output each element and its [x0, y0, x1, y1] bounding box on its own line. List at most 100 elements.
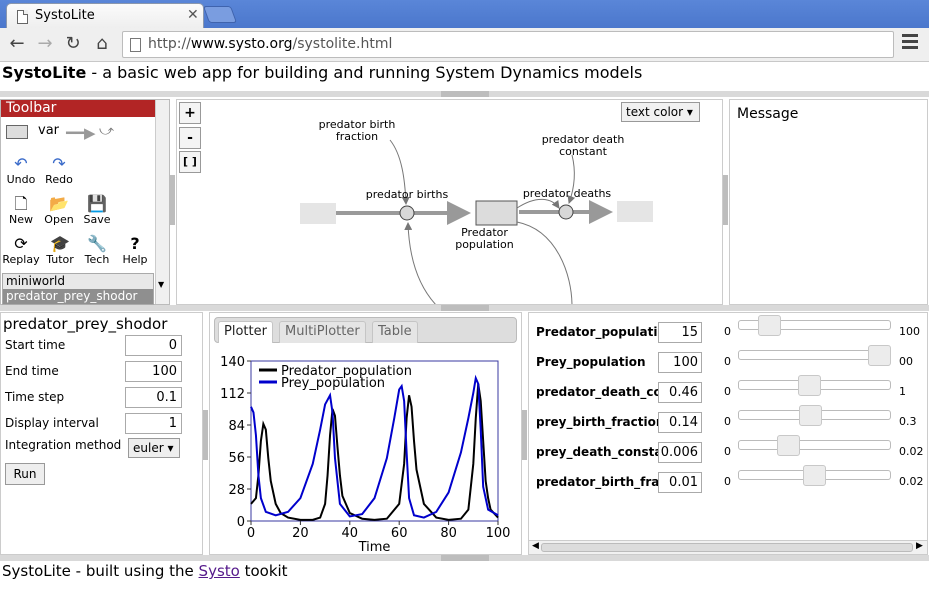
- splitter-bottom[interactable]: [0, 555, 929, 561]
- end-time-label: End time: [5, 364, 59, 378]
- toolbar-scrollbar[interactable]: ▼: [155, 100, 169, 304]
- start-time-input[interactable]: 0: [125, 335, 182, 356]
- influence-tool-icon[interactable]: ⤻: [99, 123, 114, 139]
- time-step-label: Time step: [5, 390, 65, 404]
- slider-value-input[interactable]: 0.14: [658, 412, 702, 433]
- replay-button[interactable]: ⟳ Replay: [2, 234, 40, 267]
- slider-label: predator_death_cor: [536, 385, 658, 399]
- x-tick-label: 40: [342, 526, 359, 541]
- forward-icon[interactable]: →: [37, 33, 53, 54]
- new-file-icon: 🗋: [14, 194, 28, 213]
- horizontal-scrollbar[interactable]: ◀ ▶: [529, 540, 927, 554]
- x-tick-label: 0: [247, 526, 255, 541]
- slider-max: 0.3: [899, 415, 917, 428]
- integration-method-select[interactable]: euler ▾: [128, 438, 180, 458]
- slider-thumb[interactable]: [868, 345, 891, 366]
- back-icon[interactable]: ←: [9, 33, 25, 54]
- y-tick-label: 84: [228, 419, 245, 434]
- model-name: predator_prey_shodor: [3, 315, 168, 333]
- undo-icon: ↶: [14, 154, 28, 173]
- tab-plotter[interactable]: Plotter: [218, 321, 273, 343]
- zoom-fit-button[interactable]: [ ]: [179, 151, 201, 173]
- browser-tab[interactable]: SystoLite ✕: [6, 3, 204, 29]
- y-tick-label: 140: [220, 355, 245, 370]
- slider-min: 0: [724, 355, 731, 368]
- home-icon[interactable]: ⌂: [96, 33, 108, 54]
- footer: SystoLite - built using the Systo tookit: [2, 562, 288, 580]
- deaths-valve: [558, 204, 574, 220]
- message-title: Message: [737, 106, 799, 122]
- y-tick-label: 28: [228, 483, 245, 498]
- plot-area: [250, 360, 499, 522]
- population-chart: 0 20 40 60 80 100 0 28 56 84 112 140 Time Predator_po…: [220, 355, 510, 554]
- model-list-item[interactable]: miniworld: [6, 274, 66, 288]
- flow-tool-icon[interactable]: ━━▶: [66, 124, 96, 142]
- end-time-input[interactable]: 100: [125, 361, 182, 382]
- time-step-input[interactable]: 0.1: [125, 387, 182, 408]
- model-list-item-selected[interactable]: predator_prey_shodor: [3, 289, 153, 304]
- tab-multiplotter[interactable]: MultiPlotter: [279, 321, 366, 343]
- slider-value-input[interactable]: 0.006: [658, 442, 702, 463]
- url-text: http://www.systo.org/systolite.html: [148, 36, 393, 52]
- address-bar[interactable]: http://www.systo.org/systolite.html: [122, 31, 894, 58]
- systo-link[interactable]: Systo: [198, 562, 240, 580]
- slider-min: 0: [724, 475, 731, 488]
- slider-track[interactable]: [738, 320, 891, 330]
- model-list[interactable]: miniworld predator_prey_shodor: [2, 273, 154, 305]
- run-button[interactable]: Run: [5, 463, 45, 485]
- slider-min: 0: [724, 415, 731, 428]
- text-color-dropdown[interactable]: text color ▾: [621, 102, 700, 122]
- save-button[interactable]: 💾 Save: [79, 195, 115, 227]
- zoom-out-button[interactable]: -: [179, 127, 201, 149]
- tab-close-icon[interactable]: ✕: [187, 7, 199, 23]
- splitter-middle[interactable]: [0, 305, 929, 311]
- splitter-grip[interactable]: [203, 410, 208, 460]
- stock-tool-icon[interactable]: [6, 125, 28, 139]
- display-interval-input[interactable]: 1: [125, 413, 182, 434]
- slider-thumb[interactable]: [797, 375, 821, 396]
- zoom-in-button[interactable]: +: [179, 102, 201, 124]
- slider-value-input[interactable]: 100: [658, 352, 702, 373]
- integration-method-label: Integration method: [5, 438, 122, 452]
- redo-button[interactable]: ↷ Redo: [42, 155, 76, 187]
- undo-button[interactable]: ↶ Undo: [4, 154, 38, 187]
- slider-track[interactable]: [738, 440, 891, 450]
- toolbar-title: Toolbar: [1, 100, 155, 117]
- splitter-grip[interactable]: [522, 410, 527, 460]
- help-button[interactable]: ? Help: [118, 234, 152, 267]
- slider-thumb[interactable]: [799, 405, 823, 426]
- influence-link: [516, 198, 560, 209]
- reload-icon[interactable]: ↻: [65, 33, 81, 54]
- simulation-settings-panel: predator_prey_shodor Start time 0 End ti…: [0, 312, 203, 555]
- slider-thumb[interactable]: [803, 465, 826, 486]
- variable-tool[interactable]: var: [38, 123, 60, 138]
- splitter-left-grip[interactable]: [170, 175, 175, 225]
- slider-label: prey_death_constar: [536, 445, 658, 459]
- splitter-top[interactable]: [0, 91, 929, 97]
- legend-label: Prey_population: [281, 376, 385, 391]
- start-time-label: Start time: [5, 338, 66, 352]
- slider-value-input[interactable]: 15: [658, 322, 702, 343]
- app-tagline: - a basic web app for building and runni…: [86, 63, 643, 82]
- tech-button[interactable]: 🔧 Tech: [80, 234, 114, 267]
- help-icon: ?: [130, 234, 140, 253]
- slider-label: predator_birth_fract: [536, 475, 658, 489]
- influence-link: [516, 221, 573, 304]
- tab-title: SystoLite: [35, 8, 95, 23]
- menu-icon[interactable]: [902, 34, 918, 50]
- open-button[interactable]: 📂 Open: [41, 195, 77, 227]
- splitter-right-grip[interactable]: [723, 175, 728, 225]
- slider-value-input[interactable]: 0.01: [658, 472, 702, 493]
- slider-thumb[interactable]: [777, 435, 800, 456]
- slider-value-input[interactable]: 0.46: [658, 382, 702, 403]
- tutor-button[interactable]: 🎓 Tutor: [43, 234, 77, 267]
- tab-table[interactable]: Table: [372, 321, 418, 343]
- new-tab-button[interactable]: [202, 6, 238, 23]
- slider-thumb[interactable]: [757, 315, 781, 336]
- influence-link: [404, 222, 436, 304]
- navigation-bar: ← → ↻ ⌂ http://www.systo.org/systolite.h…: [0, 28, 929, 62]
- wrench-icon: 🔧: [87, 234, 107, 253]
- tutor-cap-icon: 🎓: [50, 234, 70, 253]
- diagram-canvas[interactable]: + - [ ] text color ▾ predator birth fract…: [176, 99, 723, 305]
- new-button[interactable]: 🗋 New: [4, 194, 38, 227]
